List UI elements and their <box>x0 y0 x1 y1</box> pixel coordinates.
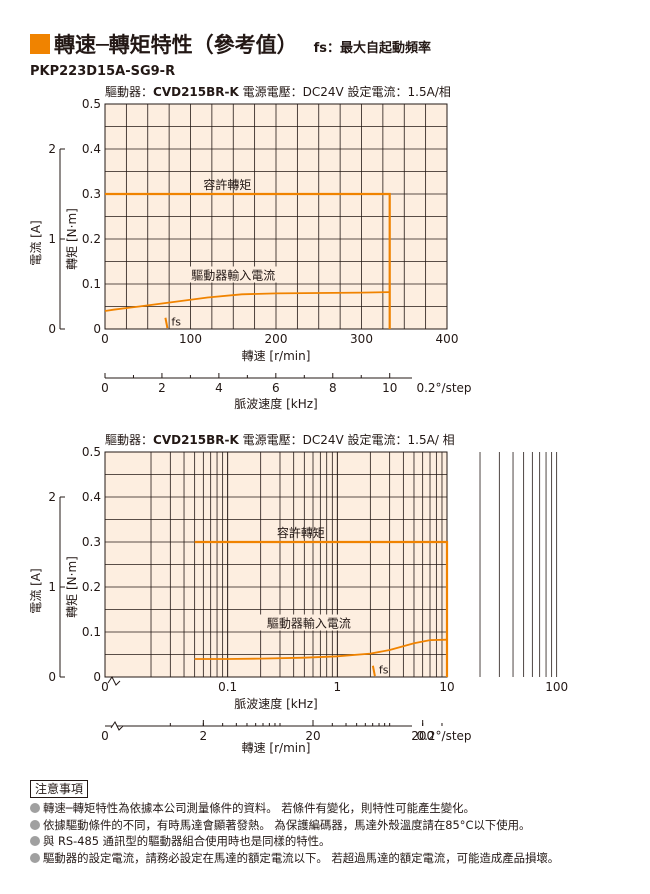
axis-break-mark <box>110 721 124 731</box>
secondary-tick-label: 10 <box>382 381 397 395</box>
y-tick-label: 0.3 <box>82 535 101 549</box>
current-tick-label: 0 <box>48 322 56 336</box>
fs-label: fs <box>171 315 181 328</box>
secondary-tick-label: 6 <box>272 381 280 395</box>
series-label: 容許轉矩 <box>277 525 325 540</box>
x-tick-label: 200 <box>265 332 288 346</box>
bullet-icon <box>30 852 40 863</box>
driver-model: CVD215BR-K <box>153 433 239 447</box>
y-tick-label: 0.5 <box>82 445 101 459</box>
axis-break-mark <box>107 676 121 686</box>
current-tick-label: 0 <box>48 670 56 684</box>
driver-setting: 電源電壓：DC24V 設定電流：1.5A/相 <box>239 84 451 99</box>
y-axis-label: 轉矩 [N·m] <box>65 208 79 270</box>
secondary-tick-label: 200 <box>411 729 434 743</box>
secondary-tick-label: 0 <box>101 729 109 743</box>
y-tick-label: 0.1 <box>82 625 101 639</box>
fs-label: fs <box>379 663 389 676</box>
series-label: 驅動器輸入電流 <box>191 268 275 283</box>
current-tick-label: 1 <box>48 580 56 594</box>
y-tick-label: 0.5 <box>82 97 101 111</box>
chart-linear: 驅動器：CVD215BR-K 電源電壓：DC24V 設定電流：1.5A/相 0 0.… <box>29 84 472 410</box>
driver-model: CVD215BR-K <box>153 85 239 99</box>
x-tick-label: 400 <box>436 332 459 346</box>
notes-section: 注意事項 轉速─轉矩特性為依據本公司測量條件的資料。 若條件有變化，則特性可能產… <box>30 778 640 866</box>
bullet-icon <box>30 819 40 830</box>
secondary-tick-label: 4 <box>215 381 223 395</box>
y-tick-label: 0.4 <box>82 490 101 504</box>
bullet-icon <box>30 803 40 814</box>
secondary-tick-label: 20 <box>305 729 320 743</box>
notes-heading: 注意事項 <box>30 780 89 798</box>
secondary-unit-note: 0.2°/step <box>416 381 471 395</box>
driver-setting: 電源電壓：DC24V 設定電流：1.5A/ 相 <box>239 432 455 447</box>
fs-mark <box>164 317 169 329</box>
chart-log: 驅動器：CVD215BR-K 電源電壓：DC24V 設定電流：1.5A/ 相00… <box>29 432 568 755</box>
x-tick-label: 0 <box>101 332 109 346</box>
secondary-axis-label: 轉速 [r/min] <box>242 741 311 755</box>
driver-label: 驅動器： <box>105 433 153 447</box>
series-label-bg <box>258 614 359 631</box>
current-axis-label: 電流 [A] <box>29 568 43 613</box>
x-axis-label: 脈波速度 [kHz] <box>234 696 317 711</box>
secondary-tick-label: 2 <box>200 729 208 743</box>
secondary-unit-note: 0.2°/step <box>416 729 471 743</box>
current-tick-label: 2 <box>48 142 56 156</box>
secondary-tick-label: 8 <box>329 381 337 395</box>
note-text: 驅動器的設定電流，請務必設定在馬達的額定電流以下。 若超過馬達的額定電流，可能造… <box>43 850 560 865</box>
plot-frame <box>104 103 448 330</box>
y-axis-label: 轉矩 [N·m] <box>65 556 79 618</box>
note-text: 與 RS-485 通訊型的驅動器組合使用時也是同樣的特性。 <box>43 834 331 848</box>
x-tick-label: 0.1 <box>218 680 237 694</box>
note-item: 依據驅動條件的不同，有時馬達會顯著發熱。 為保護編碼器，馬達外殼溫度請在85°C… <box>30 817 640 834</box>
note-item: 轉速─轉矩特性為依據本公司測量條件的資料。 若條件有變化，則特性可能產生變化。 <box>30 800 640 817</box>
note-text: 轉速─轉矩特性為依據本公司測量條件的資料。 若條件有變化，則特性可能產生變化。 <box>43 801 475 815</box>
current-tick-label: 1 <box>48 232 56 246</box>
current-axis-label: 電流 [A] <box>29 220 43 265</box>
chart-condition: 驅動器：CVD215BR-K 電源電壓：DC24V 設定電流：1.5A/相 <box>105 84 451 99</box>
page-title: 轉速─轉矩特性（參考值） <box>54 33 298 57</box>
x-tick-label: 1 <box>334 680 342 694</box>
chart-condition: 驅動器：CVD215BR-K 電源電壓：DC24V 設定電流：1.5A/ 相 <box>105 432 455 447</box>
bullet-icon <box>30 836 40 847</box>
y-tick-label: 0.1 <box>82 277 101 291</box>
x-tick-label: 300 <box>350 332 373 346</box>
page-header: 轉速─轉矩特性（參考值） fs：最大自起動頻率 <box>30 30 431 58</box>
fs-mark <box>371 665 376 677</box>
orange-square-icon <box>30 34 50 54</box>
input-current-line <box>104 291 390 312</box>
current-tick-label: 2 <box>48 490 56 504</box>
series-label: 驅動器輸入電流 <box>267 616 351 631</box>
y-tick-label: 0.4 <box>82 142 101 156</box>
x-tick-label: 100 <box>545 680 568 694</box>
y-tick-label: 0.3 <box>82 187 101 201</box>
x-tick-label: 10 <box>439 680 454 694</box>
note-item: 驅動器的設定電流，請務必設定在馬達的額定電流以下。 若超過馬達的額定電流，可能造… <box>30 850 640 867</box>
y-tick-label: 0.2 <box>82 580 101 594</box>
series-label: 容許轉矩 <box>203 177 251 192</box>
secondary-tick-label: 0 <box>101 381 109 395</box>
series-label-bg <box>183 266 284 283</box>
fs-note: fs：最大自起動頻率 <box>313 40 432 56</box>
input-current-line <box>194 638 448 660</box>
x-tick-label: 0 <box>101 680 109 694</box>
secondary-tick-label: 2 <box>158 381 166 395</box>
y-tick-label: 0 <box>93 322 101 336</box>
secondary-axis-label: 脈波速度 [kHz] <box>234 396 317 410</box>
allowable-torque-line <box>194 540 449 677</box>
note-text: 依據驅動條件的不同，有時馬達會顯著發熱。 為保護編碼器，馬達外殼溫度請在85°C… <box>43 817 531 832</box>
note-item: 與 RS-485 通訊型的驅動器組合使用時也是同樣的特性。 <box>30 833 640 850</box>
driver-label: 驅動器： <box>105 85 153 99</box>
y-tick-label: 0 <box>93 670 101 684</box>
motor-model: PKP223D15A-SG9-R <box>30 64 176 79</box>
allowable-torque-line <box>105 192 391 329</box>
x-tick-label: 100 <box>179 332 202 346</box>
y-tick-label: 0.2 <box>82 232 101 246</box>
x-axis-label: 轉速 [r/min] <box>242 349 311 363</box>
